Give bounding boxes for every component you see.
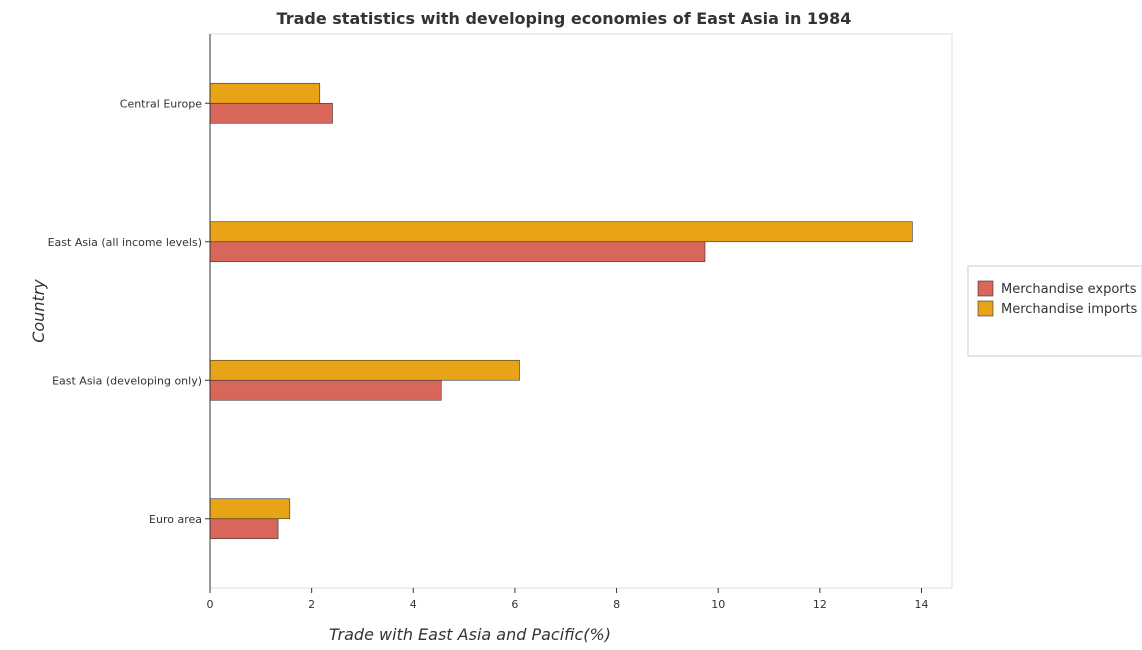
legend-label-exports: Merchandise exports — [1001, 282, 1137, 297]
chart-title: Trade statistics with developing economi… — [277, 9, 852, 28]
legend-swatch-imports — [977, 300, 994, 317]
x-tick-label: 12 — [813, 598, 827, 611]
legend-box — [967, 265, 1142, 357]
x-tick-label: 8 — [613, 598, 620, 611]
y-tick-label: Central Europe — [120, 97, 202, 110]
x-tick-label: 0 — [207, 598, 214, 611]
x-axis-title: Trade with East Asia and Pacific(%) — [329, 625, 611, 644]
legend-label-imports: Merchandise imports — [1001, 302, 1138, 317]
x-tick-label: 14 — [915, 598, 929, 611]
x-tick-label: 6 — [511, 598, 518, 611]
y-tick-label: Euro area — [149, 513, 202, 526]
y-tick-label: East Asia (all income levels) — [48, 236, 202, 249]
x-tick-label: 10 — [711, 598, 725, 611]
bar-imports-0 — [209, 82, 321, 104]
legend-swatch-exports — [977, 280, 994, 297]
bar-imports-2 — [209, 359, 520, 381]
x-tick-label: 2 — [308, 598, 315, 611]
x-tick-label: 4 — [410, 598, 417, 611]
bar-imports-3 — [209, 498, 291, 520]
bar-exports-1 — [209, 241, 706, 263]
legend: Merchandise exports Merchandise imports — [967, 265, 1142, 357]
bar-exports-2 — [209, 379, 442, 401]
y-axis-ticks: Central Europe East Asia (all income leve… — [48, 97, 210, 526]
x-axis-ticks: 0 2 4 6 8 10 12 14 — [207, 588, 929, 611]
bars — [209, 82, 913, 540]
bar-exports-0 — [209, 102, 333, 124]
y-tick-label: East Asia (developing only) — [52, 374, 202, 387]
y-axis-title: Country — [29, 279, 48, 343]
bar-imports-1 — [209, 221, 913, 243]
bar-exports-3 — [209, 518, 279, 540]
